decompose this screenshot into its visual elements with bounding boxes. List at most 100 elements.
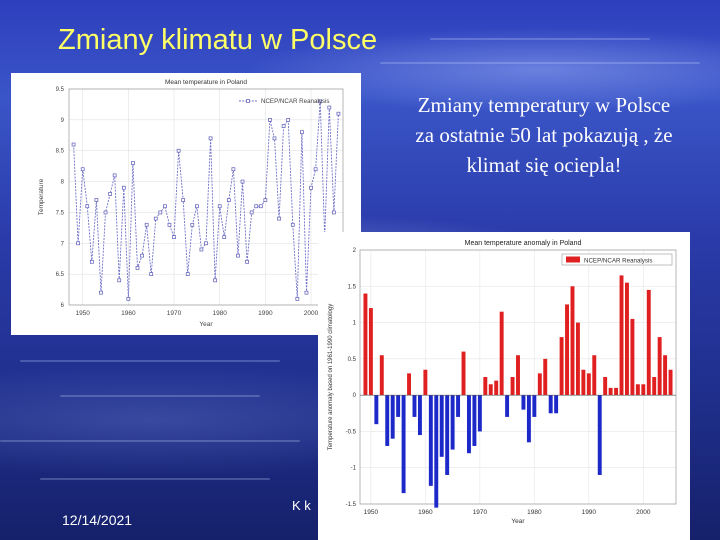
chart-2-bar (554, 395, 559, 414)
chart-2-bar (477, 395, 482, 432)
chart-2-bar (592, 355, 597, 396)
chart-1-data-point (149, 272, 154, 276)
chart-1-data-point (258, 204, 263, 209)
chart-2-bar (537, 373, 542, 396)
chart-1-data-point (304, 290, 309, 295)
chart-1-data-point (117, 278, 122, 283)
chart-2-y-tick-label: 0.5 (348, 357, 357, 363)
chart-2-bar (488, 384, 493, 396)
chart-2-bar (581, 369, 586, 396)
chart-1-y-tick-label: 9.5 (56, 87, 65, 93)
chart-1-data-point (295, 296, 300, 301)
chart-1-x-tick-label: 2000 (304, 310, 319, 317)
chart-1-y-tick-label: 6.5 (56, 272, 65, 278)
chart-1-data-point (263, 198, 268, 202)
chart-2-y-tick-label: 0 (353, 393, 357, 399)
chart-2-bar (668, 369, 673, 396)
chart-2-bar (385, 395, 390, 446)
chart-1-data-point (80, 167, 85, 172)
chart-2-x-tick-label: 1970 (473, 509, 488, 516)
chart-1-data-point (121, 185, 126, 190)
chart-1-data-point (254, 204, 259, 209)
chart-2-legend-label: NCEP/NCAR Reanalysis (584, 257, 652, 264)
chart-2-bar (657, 337, 662, 396)
chart-1-data-point (176, 148, 181, 153)
chart-2-bar (516, 355, 520, 396)
mean-temperature-chart-svg: Mean temperature in Poland 6 6.5 7 7.5 8 8.5 9 9… (38, 79, 344, 328)
chart-2-bar (407, 373, 411, 396)
chart-1-data-point (318, 99, 323, 104)
chart-1-data-point (99, 290, 103, 295)
chart-1-data-point (208, 136, 213, 141)
chart-1-data-point (126, 296, 131, 301)
chart-1-data-point (309, 185, 313, 190)
chart-2-x-tick-label: 2000 (636, 509, 651, 516)
chart-1-data-point (103, 210, 108, 215)
chart-1-data-point (112, 173, 117, 178)
slide-caption: Zmiany temperatury w Polsce za ostatnie … (415, 93, 673, 177)
chart-1-data-point (277, 216, 281, 221)
chart-1-y-tick-label: 8.5 (56, 149, 65, 155)
chart-1-data-point (158, 210, 163, 215)
chart-2-bar (494, 380, 499, 396)
chart-2-bar (548, 395, 553, 414)
chart-2-bar (428, 395, 433, 486)
chart-1-x-tick-label: 1950 (75, 310, 90, 317)
chart-2-bar (505, 395, 510, 417)
chart-1-data-point (268, 118, 272, 122)
chart-2-bar (646, 289, 651, 396)
chart-2-x-tick-label: 1980 (527, 509, 542, 516)
chart-1-y-tick-label: 9 (61, 118, 65, 124)
chart-1-data-point (89, 259, 94, 264)
chart-2-bar (625, 282, 629, 396)
chart-1-x-tick-label: 1980 (212, 310, 227, 317)
chart-2-bar (412, 395, 417, 417)
chart-2-bar (461, 351, 466, 396)
chart-2-bar (472, 395, 477, 446)
chart-2-bar (603, 377, 608, 396)
chart-2-legend-box (561, 253, 673, 266)
chart-1-data-point (140, 253, 144, 258)
chart-2-bar (543, 358, 548, 396)
chart-2-y-axis-label: Temperature anomaly based on 1961-1990 c… (328, 304, 334, 450)
chart-1-data-point (199, 247, 204, 252)
chart-1-data-point (76, 241, 80, 246)
chart-1-data-point (281, 124, 286, 128)
footer-text-fragment: K k (292, 498, 311, 513)
chart-2-y-tick-label: 1.5 (348, 284, 357, 290)
chart-2-bar (521, 395, 526, 410)
chart-1-data-point (108, 192, 112, 196)
chart-1-title: Mean temperature in Poland (165, 79, 247, 86)
chart-1-data-point (172, 235, 176, 239)
chart-2-bar (614, 387, 619, 396)
chart-1-data-point (286, 118, 291, 122)
chart-2-bar (608, 387, 613, 396)
chart-2-bar (630, 318, 635, 396)
chart-1-data-point (231, 167, 236, 172)
chart-2-bar (456, 395, 461, 417)
mean-temperature-chart: Mean temperature in Poland 6 6.5 7 7.5 8 8.5 9 9… (11, 73, 361, 335)
footer-date: 12/14/2021 (62, 512, 133, 528)
chart-2-legend-swatch (566, 256, 580, 263)
chart-2-bar (597, 395, 602, 475)
chart-1-data-point (300, 130, 304, 135)
chart-2-bar (368, 308, 373, 396)
chart-1-data-point (204, 241, 208, 246)
chart-1-data-point (71, 142, 76, 147)
chart-1-data-point (131, 161, 135, 165)
temperature-anomaly-chart: Mean temperature anomaly in Poland -1.5 -1… (318, 232, 690, 540)
chart-1-data-point (236, 253, 240, 258)
chart-1-data-point (190, 222, 195, 227)
chart-2-bar (532, 395, 537, 417)
chart-1-data-point (153, 216, 158, 221)
chart-1-data-point (336, 111, 341, 116)
chart-2-bar (510, 377, 515, 396)
chart-1-x-tick-label: 1970 (167, 310, 182, 317)
chart-1-data-point (195, 204, 199, 209)
chart-2-bar (586, 373, 591, 396)
temperature-anomaly-chart-svg: Mean temperature anomaly in Poland -1.5 -1… (328, 240, 677, 525)
chart-2-bar (652, 377, 657, 396)
chart-1-data-point (332, 210, 336, 215)
chart-1-x-tick-label: 1990 (258, 310, 273, 317)
chart-2-bar (439, 395, 444, 457)
